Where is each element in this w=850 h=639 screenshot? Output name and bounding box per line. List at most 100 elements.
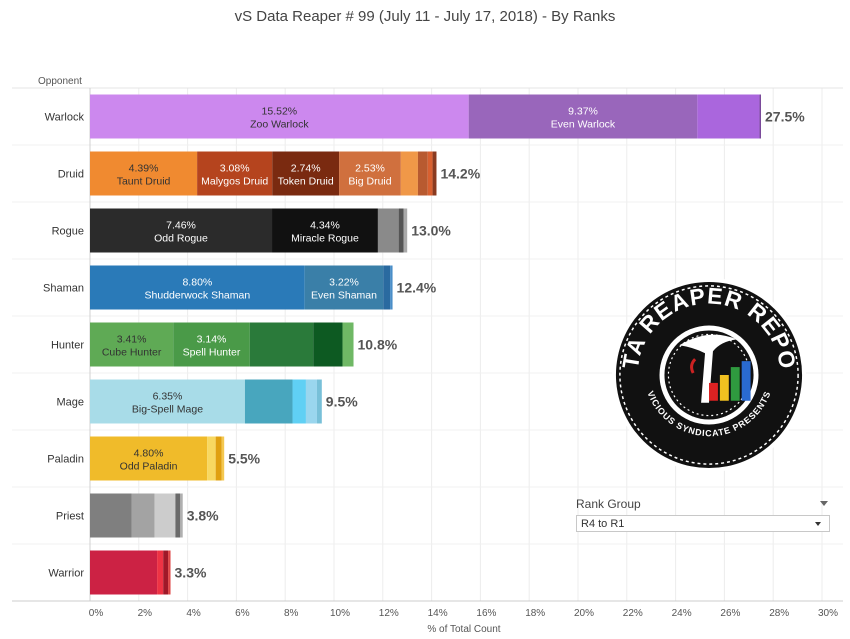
logo-bar-red [709,382,718,401]
bar-segment [157,550,164,595]
data-reaper-logo: DATA REAPER REPORT VICIOUS SYNDICATE PRE… [610,276,807,473]
bar-segment [180,493,183,538]
bar-segment [417,151,428,196]
logo-dashed-ring [619,285,799,465]
bar-segment [759,94,761,139]
bar-segment [90,550,158,595]
bar-segment [403,208,408,253]
bar-segment [342,322,354,367]
bar-segment [313,322,343,367]
bar-segment [90,493,132,538]
bar-segment [272,151,340,196]
bar-segment [249,322,314,367]
category-label: Paladin [47,454,84,466]
logo-reaper-icon [679,334,737,403]
category-label: Priest [56,511,84,523]
segment-archetype-label: Malygos Druid [201,176,268,188]
category-label: Mage [56,397,84,409]
bar-segment [163,550,169,595]
bar-segment [339,151,401,196]
segment-value-label: 2.53% [355,163,385,175]
bar-segment [305,379,317,424]
x-tick-label: 18% [525,608,545,619]
bar-segment [207,436,216,481]
segment-value-label: 7.46% [166,220,196,232]
x-tick-label: 12% [379,608,399,619]
logo-bar-green [730,367,740,401]
x-tick-label: 6% [235,608,250,619]
segment-archetype-label: Spell Hunter [183,347,241,359]
x-tick-label: 20% [574,608,594,619]
bar-segment [90,436,208,481]
bar-segment [398,208,404,253]
segment-archetype-label: Even Shaman [311,290,377,302]
chart-title: vS Data Reaper # 99 (July 11 - July 17, … [234,8,616,25]
bar-segment [90,265,305,310]
segment-value-label: 8.80% [182,277,212,289]
segment-archetype-label: Odd Paladin [120,461,178,473]
x-tick-label: 16% [476,608,496,619]
y-axis-label: Opponent [38,76,82,87]
chevron-down-icon [815,522,821,526]
bar-segment [468,94,698,139]
segment-archetype-label: Big Druid [348,176,391,188]
segment-value-label: 4.34% [310,220,340,232]
segment-archetype-label: Big-Spell Mage [132,404,203,416]
segment-archetype-label: Miracle Rogue [291,233,359,245]
segment-value-label: 3.41% [117,334,147,346]
bar-segment [432,151,437,196]
segment-value-label: 6.35% [153,391,183,403]
bar-segment [400,151,418,196]
logo-bar-yellow [719,375,729,401]
segment-archetype-label: Even Warlock [551,119,616,131]
rank-group-dropdown[interactable]: R4 to R1 [576,515,830,532]
bar-total-label: 14.2% [440,166,480,182]
bar-segment [168,550,171,595]
category-label: Warrior [48,568,84,580]
rank-group-title: Rank Group [576,497,641,511]
bar-segment [304,265,384,310]
bar-segment [377,208,399,253]
bar-total-label: 12.4% [397,280,437,296]
x-tick-label: 26% [720,608,740,619]
bar-segment [197,151,273,196]
x-tick-label: 0% [89,608,104,619]
bar-total-label: 3.3% [175,565,207,581]
bar-total-label: 27.5% [765,109,805,125]
x-tick-label: 22% [623,608,643,619]
bar-segment [272,208,378,253]
bar-segment [154,493,176,538]
bar-total-label: 13.0% [411,223,451,239]
x-tick-label: 28% [769,608,789,619]
bar-segment [292,379,306,424]
bar-segment [221,436,225,481]
bar-segment [90,151,198,196]
bar-segment [175,493,181,538]
rank-group-menu-caret-icon[interactable] [820,501,828,506]
bar-segment [383,265,391,310]
category-label: Druid [58,169,84,181]
logo-bar-blue [741,361,751,401]
segment-value-label: 2.74% [291,163,321,175]
category-label: Shaman [43,283,84,295]
bar-total-label: 10.8% [358,337,398,353]
bar-segment [697,94,760,139]
segment-value-label: 4.39% [129,163,159,175]
bar-segment [90,94,469,139]
bar-segment [90,379,245,424]
segment-archetype-label: Token Druid [278,176,334,188]
category-label: Warlock [45,112,85,124]
x-axis-label: % of Total Count [427,624,500,635]
segment-value-label: 9.37% [568,106,598,118]
segment-value-label: 3.14% [197,334,227,346]
bar-segment [90,208,273,253]
category-label: Hunter [51,340,84,352]
x-tick-label: 30% [818,608,838,619]
x-tick-label: 8% [284,608,299,619]
bar-total-label: 3.8% [187,508,219,524]
bar-segment [244,379,293,424]
bar-segment [316,379,322,424]
x-tick-label: 4% [186,608,201,619]
segment-value-label: 3.22% [329,277,359,289]
bar-segment [90,322,174,367]
